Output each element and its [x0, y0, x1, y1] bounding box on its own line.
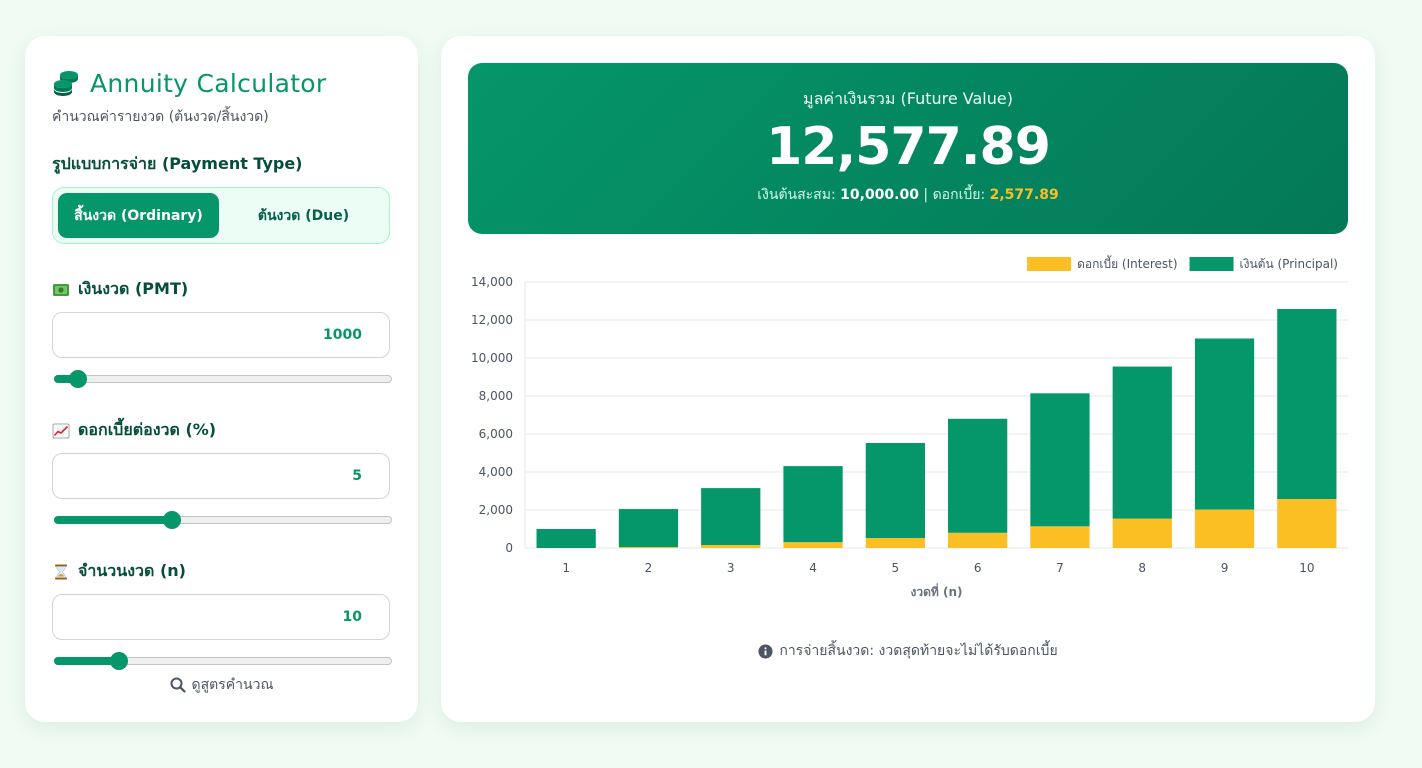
rate-slider-fill [54, 516, 173, 524]
pmt-slider-track [54, 375, 392, 383]
growth-chart-svg: 0 2,000 4,000 6,000 8,000 10,000 12,000 14,000 1… [471, 255, 1348, 599]
title-row: Annuity Calculator [52, 66, 391, 100]
pmt-slider-thumb[interactable] [69, 370, 88, 388]
periods-label: จำนวนงวด (n) [78, 561, 186, 580]
bar-segment [783, 542, 843, 548]
growth-chart: 0 2,000 4,000 6,000 8,000 10,000 12,000 14,000 1… [468, 252, 1348, 632]
bar-segment [865, 443, 925, 539]
pmt-label-row: เงินงวด (PMT) [52, 277, 391, 302]
x-tick-label: 5 [892, 561, 900, 575]
ordinary-button[interactable]: สิ้นงวด (Ordinary) [58, 193, 219, 238]
bar-segment [1030, 393, 1090, 527]
search-icon [170, 677, 186, 693]
pmt-label: เงินงวด (PMT) [78, 279, 189, 298]
breakdown-separator: | [923, 187, 929, 203]
periods-slider[interactable] [52, 652, 392, 670]
info-note-text: การจ่ายสิ้นงวด: งวดสุดท้ายจะไม่ได้รับดอก… [779, 643, 1058, 659]
payment-type-toggle: สิ้นงวด (Ordinary) ต้นงวด (Due) [52, 187, 390, 244]
x-tick-label: 3 [727, 561, 735, 575]
x-tick-label: 2 [645, 561, 653, 575]
app-subtitle: คำนวณค่ารายงวด (ต้นงวด/สิ้นงวด) [52, 109, 269, 125]
money-icon [53, 283, 69, 296]
info-icon [758, 643, 773, 659]
coins-icon [54, 71, 78, 96]
bar-segment [618, 547, 679, 548]
payment-type-label: รูปแบบการจ่าย (Payment Type) [52, 154, 303, 173]
future-value-card: มูลค่าเงินรวม (Future Value) 12,577.89 เ… [468, 63, 1348, 234]
chart-increasing-icon [52, 423, 70, 438]
bar-segment [865, 538, 925, 548]
legend-swatch [1027, 257, 1072, 271]
bar-segment [1194, 509, 1255, 548]
x-tick-label: 1 [562, 561, 570, 575]
bar-segment [1194, 338, 1255, 510]
interest-value: 2,577.89 [989, 187, 1059, 203]
result-panel: มูลค่าเงินรวม (Future Value) 12,577.89 เ… [441, 36, 1375, 722]
y-tick-label: 8,000 [479, 389, 513, 403]
bar-segment [1277, 309, 1337, 500]
rate-label-row: ดอกเบี้ยต่องวด (%) [52, 418, 391, 443]
pmt-slider[interactable] [52, 370, 392, 388]
y-tick-label: 6,000 [479, 427, 513, 441]
periods-slider-thumb[interactable] [110, 652, 129, 670]
y-tick-label: 10,000 [471, 351, 513, 365]
y-tick-label: 14,000 [471, 275, 513, 289]
bar-segment [1030, 526, 1090, 548]
principal-value: 10,000.00 [840, 187, 919, 203]
due-button[interactable]: ต้นงวด (Due) [223, 193, 384, 238]
rate-input[interactable] [52, 453, 390, 499]
bar-segment [1277, 499, 1337, 548]
bar-segment [701, 545, 761, 548]
rate-slider-thumb[interactable] [163, 511, 182, 529]
view-formula-link[interactable]: ดูสูตรคำนวณ [25, 674, 418, 696]
y-tick-label: 12,000 [471, 313, 513, 327]
y-tick-label: 4,000 [479, 465, 513, 479]
info-note: การจ่ายสิ้นงวด: งวดสุดท้ายจะไม่ได้รับดอก… [468, 640, 1348, 662]
bar-segment [1112, 518, 1172, 548]
legend-label: ดอกเบี้ย (Interest) [1077, 255, 1177, 271]
x-tick-label: 9 [1221, 561, 1229, 575]
y-tick-label: 2,000 [479, 503, 513, 517]
bar-segment [618, 509, 679, 548]
future-value: 12,577.89 [766, 117, 1051, 177]
x-tick-label: 6 [974, 561, 982, 575]
hourglass-icon [55, 564, 67, 579]
x-tick-label: 4 [809, 561, 817, 575]
bar-segment [783, 466, 843, 543]
input-panel: Annuity Calculator คำนวณค่ารายงวด (ต้นงว… [25, 36, 418, 722]
periods-slider-fill [54, 657, 120, 665]
future-value-label: มูลค่าเงินรวม (Future Value) [803, 89, 1013, 108]
bar-segment [948, 418, 1008, 533]
principal-label: เงินต้นสะสม: [757, 187, 836, 203]
bar-segment [948, 532, 1008, 548]
rate-slider[interactable] [52, 511, 392, 529]
pmt-input[interactable] [52, 312, 390, 358]
x-tick-label: 10 [1299, 561, 1314, 575]
view-formula-label: ดูสูตรคำนวณ [191, 677, 274, 693]
periods-label-row: จำนวนงวด (n) [52, 559, 391, 584]
periods-input[interactable] [52, 594, 390, 640]
legend-label: เงินต้น (Principal) [1240, 257, 1338, 271]
bar-segment [1112, 366, 1172, 519]
rate-label: ดอกเบี้ยต่องวด (%) [78, 420, 217, 439]
y-tick-label: 0 [505, 541, 513, 555]
x-tick-label: 7 [1056, 561, 1064, 575]
interest-label: ดอกเบี้ย: [932, 187, 986, 203]
app-title: Annuity Calculator [90, 68, 327, 98]
bar-segment [536, 529, 596, 548]
bar-segment [701, 488, 761, 546]
value-breakdown: เงินต้นสะสม: 10,000.00 | ดอกเบี้ย: 2,577… [468, 184, 1348, 206]
x-tick-label: 8 [1138, 561, 1146, 575]
x-axis-label: งวดที่ (n) [911, 583, 963, 599]
pmt-slider-fill [54, 375, 79, 383]
legend-swatch [1189, 257, 1234, 271]
